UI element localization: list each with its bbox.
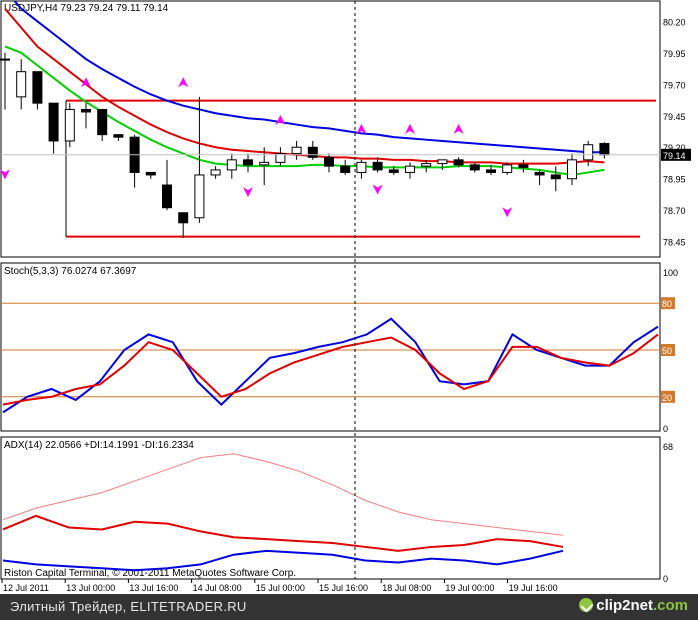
candle-body bbox=[550, 174, 561, 180]
plus-di-line bbox=[2, 549, 564, 572]
adx-panel[interactable]: ADX(14) 22.0566 +DI:14.1991 -DI:16.2334 … bbox=[0, 436, 673, 584]
clip2net-brand[interactable]: clip2net.com bbox=[579, 597, 688, 614]
candle-body bbox=[567, 159, 577, 180]
chart-canvas[interactable]: USDJPY,H4 79.23 79.24 79.11 79.14 80.20 7… bbox=[0, 0, 698, 594]
candle-body bbox=[437, 159, 448, 165]
time-tick-label: 18 Jul 08:00 bbox=[382, 583, 431, 593]
fractal-up-arrow bbox=[405, 123, 415, 134]
fractal-down-arrow bbox=[502, 207, 513, 218]
candle-body bbox=[162, 184, 172, 209]
stoch-tick-label: 0 bbox=[663, 424, 668, 434]
candle-body bbox=[469, 164, 480, 171]
candle-body bbox=[599, 142, 610, 156]
stoch-level-label: 80 bbox=[662, 299, 672, 309]
price-tick-label: 78.70 bbox=[663, 206, 686, 216]
last-price-box bbox=[661, 148, 691, 161]
candle-body bbox=[210, 169, 221, 176]
adx-tick-label: 0 bbox=[663, 574, 668, 584]
adx-panel-title: ADX(14) 22.0566 +DI:14.1991 -DI:16.2334 bbox=[4, 440, 194, 451]
stoch-level-box bbox=[661, 297, 675, 310]
time-tick-label: 19 Jul 16:00 bbox=[509, 583, 558, 593]
adx-tick-label: 68 bbox=[663, 442, 673, 452]
stoch-level-label: 20 bbox=[662, 393, 672, 403]
candle-body bbox=[97, 108, 108, 136]
stoch-level-label: 50 bbox=[662, 346, 672, 356]
candle-body bbox=[356, 161, 367, 173]
candle-body bbox=[178, 212, 189, 224]
time-tick-label: 19 Jul 00:00 bbox=[445, 583, 494, 593]
time-axis: 12 Jul 2011 13 Jul 00:00 13 Jul 16:00 14 Ju… bbox=[1, 579, 558, 593]
candle-body bbox=[307, 146, 318, 158]
fractal-up-arrow bbox=[275, 115, 286, 126]
price-tick-label: 78.95 bbox=[663, 175, 686, 185]
stoch-tick-label: 100 bbox=[663, 268, 678, 278]
clip2net-logo-icon bbox=[579, 598, 594, 612]
candle-body bbox=[502, 164, 513, 173]
footer-text: Элитный Трейдер, ELITETRADER.RU bbox=[10, 599, 247, 614]
price-tick-label: 78.45 bbox=[663, 238, 686, 248]
footer-bar: Элитный Трейдер, ELITETRADER.RU clip2net… bbox=[0, 594, 698, 620]
candle-body bbox=[291, 146, 302, 155]
adx-line bbox=[2, 453, 564, 536]
price-tick-label: 80.20 bbox=[663, 17, 686, 27]
candle-body bbox=[372, 161, 383, 171]
candle-body bbox=[145, 171, 156, 176]
time-tick-label: 15 Jul 16:00 bbox=[319, 583, 368, 593]
stoch-level-box bbox=[661, 390, 675, 403]
price-panel-title: USDJPY,H4 79.23 79.24 79.11 79.14 bbox=[4, 3, 169, 14]
candle-body bbox=[405, 165, 415, 173]
candle-body bbox=[226, 159, 237, 171]
fractal-up-arrow bbox=[178, 77, 189, 88]
candle-body bbox=[340, 165, 351, 173]
red-moving-average-line bbox=[4, 8, 605, 165]
candle-body bbox=[16, 71, 27, 98]
candle-body bbox=[486, 169, 496, 173]
candle-body bbox=[81, 108, 91, 113]
time-tick-label: 13 Jul 16:00 bbox=[129, 583, 178, 593]
time-tick-label: 12 Jul 2011 bbox=[3, 583, 49, 593]
candle-body bbox=[113, 134, 124, 138]
candle-body bbox=[534, 171, 545, 176]
candle-body bbox=[0, 58, 10, 61]
candle-body bbox=[583, 144, 594, 161]
candle-body bbox=[32, 71, 43, 104]
fractal-down-arrow bbox=[243, 187, 253, 198]
candle-body bbox=[48, 102, 59, 142]
price-tick-label: 79.95 bbox=[663, 49, 686, 59]
candle-body bbox=[453, 159, 464, 166]
last-price-label: 79.14 bbox=[663, 151, 686, 161]
fractal-down-arrow bbox=[0, 169, 10, 180]
stoch-panel-title: Stoch(5,3,3) 76.0274 67.3697 bbox=[4, 266, 137, 277]
time-tick-label: 15 Jul 00:00 bbox=[256, 583, 305, 593]
stoch-signal-line bbox=[2, 333, 659, 406]
candle-body bbox=[64, 108, 75, 142]
fractal-up-arrow bbox=[356, 123, 367, 134]
fractal-down-arrow bbox=[372, 184, 383, 195]
candle-body bbox=[518, 164, 529, 168]
fractal-up-arrow bbox=[81, 77, 91, 88]
minus-di-line bbox=[2, 514, 564, 552]
candle-body bbox=[243, 159, 253, 166]
stochastic-panel[interactable]: Stoch(5,3,3) 76.0274 67.3697 100 0 80 50 20 bbox=[0, 262, 678, 434]
price-tick-label: 79.45 bbox=[663, 112, 686, 122]
price-tick-label: 79.70 bbox=[663, 80, 686, 90]
price-tick-label: 79.20 bbox=[663, 143, 686, 153]
time-tick-label: 14 Jul 08:00 bbox=[193, 583, 242, 593]
candle-body bbox=[194, 174, 205, 219]
clip2net-brand-suffix: .com bbox=[652, 597, 688, 614]
candle-body bbox=[259, 161, 270, 166]
candle-body bbox=[324, 156, 334, 167]
copyright-text: Riston Capital Terminal, © 2001-2011 Met… bbox=[4, 568, 296, 579]
chart-terminal[interactable]: USDJPY,H4 79.23 79.24 79.11 79.14 80.20 7… bbox=[0, 0, 698, 594]
candle-body bbox=[421, 163, 432, 167]
price-panel[interactable]: USDJPY,H4 79.23 79.24 79.11 79.14 80.20 7… bbox=[0, 0, 691, 258]
candle-body bbox=[388, 169, 399, 173]
blue-moving-average-line bbox=[13, 1, 605, 154]
stoch-main-line bbox=[2, 317, 659, 414]
time-tick-label: 13 Jul 00:00 bbox=[66, 583, 115, 593]
fractal-up-arrow bbox=[453, 123, 464, 134]
clip2net-brand-name: clip2net bbox=[596, 597, 653, 614]
candle-body bbox=[275, 153, 286, 163]
stoch-level-box bbox=[661, 344, 675, 356]
